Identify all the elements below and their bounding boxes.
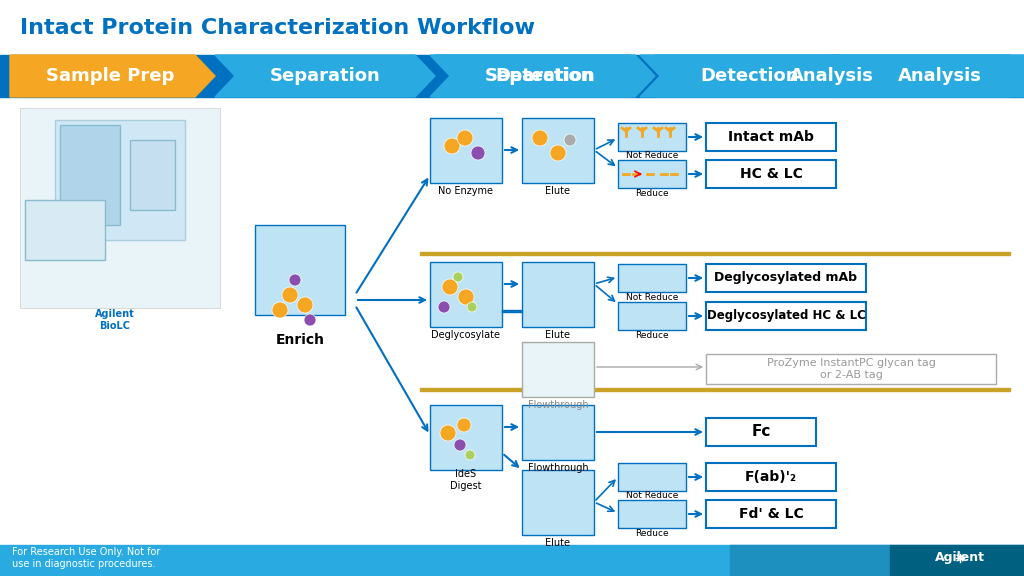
- Text: Deglycosylate: Deglycosylate: [431, 330, 501, 340]
- Bar: [0, 55, 1024, 97]
- Bar: [730, 545, 890, 576]
- Bar: [420, 388, 1010, 391]
- Text: Enrich: Enrich: [275, 333, 325, 347]
- Bar: [706, 264, 866, 292]
- Bar: [706, 354, 996, 384]
- Text: Not Reduce: Not Reduce: [626, 151, 678, 161]
- Text: Reduce: Reduce: [635, 188, 669, 198]
- Circle shape: [454, 439, 466, 451]
- Bar: [430, 262, 502, 327]
- Text: Reduce: Reduce: [635, 529, 669, 537]
- Bar: [430, 118, 502, 183]
- Text: F(ab)'₂: F(ab)'₂: [745, 470, 797, 484]
- Circle shape: [457, 130, 473, 146]
- Circle shape: [457, 418, 471, 432]
- Text: Reduce: Reduce: [635, 331, 669, 339]
- Bar: [618, 463, 686, 491]
- Circle shape: [444, 138, 460, 154]
- Text: Analysis: Analysis: [898, 67, 982, 85]
- Polygon shape: [430, 55, 650, 97]
- Polygon shape: [10, 55, 215, 97]
- Text: Not Reduce: Not Reduce: [626, 293, 678, 301]
- Text: Analysis: Analysis: [791, 67, 873, 85]
- Polygon shape: [640, 55, 860, 97]
- Bar: [890, 545, 1024, 576]
- Circle shape: [282, 287, 298, 303]
- Text: Deglycosylated HC & LC: Deglycosylated HC & LC: [707, 309, 865, 323]
- Polygon shape: [435, 55, 655, 97]
- Bar: [706, 500, 836, 528]
- Circle shape: [442, 279, 458, 295]
- Bar: [618, 500, 686, 528]
- Bar: [25, 200, 105, 260]
- Circle shape: [440, 425, 456, 441]
- Text: Sample Prep: Sample Prep: [46, 67, 174, 85]
- Bar: [522, 342, 594, 397]
- Text: Intact mAb: Intact mAb: [728, 130, 814, 144]
- Circle shape: [467, 302, 477, 312]
- Circle shape: [465, 450, 475, 460]
- Bar: [618, 264, 686, 292]
- Bar: [706, 123, 836, 151]
- Bar: [255, 225, 345, 315]
- Circle shape: [471, 146, 485, 160]
- Bar: [130, 140, 175, 210]
- Polygon shape: [215, 55, 435, 97]
- Text: Elute: Elute: [546, 538, 570, 548]
- Text: Separation: Separation: [269, 67, 380, 85]
- Bar: [618, 302, 686, 330]
- Polygon shape: [830, 55, 1024, 97]
- Text: IdeS
Digest: IdeS Digest: [451, 469, 481, 491]
- Text: Agilent
BioLC: Agilent BioLC: [95, 309, 135, 331]
- Circle shape: [438, 301, 450, 313]
- Circle shape: [289, 274, 301, 286]
- Text: Elute: Elute: [546, 186, 570, 196]
- Text: Separation: Separation: [484, 67, 595, 85]
- Bar: [0, 545, 1024, 576]
- Circle shape: [297, 297, 313, 313]
- Bar: [618, 160, 686, 188]
- Circle shape: [272, 302, 288, 318]
- Text: No Enzyme: No Enzyme: [438, 186, 494, 196]
- Circle shape: [453, 272, 463, 282]
- Text: Agilent: Agilent: [935, 551, 985, 564]
- Text: Elute: Elute: [546, 330, 570, 340]
- Bar: [618, 123, 686, 151]
- Bar: [420, 252, 1010, 255]
- Bar: [522, 405, 594, 460]
- Bar: [706, 160, 836, 188]
- Text: Flowthrough: Flowthrough: [527, 400, 589, 410]
- Text: Flowthrough: Flowthrough: [527, 463, 589, 473]
- Text: Not Reduce: Not Reduce: [626, 491, 678, 501]
- Bar: [522, 470, 594, 535]
- Bar: [502, 310, 522, 312]
- Text: ProZyme InstantPC glycan tag
or 2-AB tag: ProZyme InstantPC glycan tag or 2-AB tag: [767, 358, 936, 380]
- Text: Deglycosylated mAb: Deglycosylated mAb: [715, 271, 857, 285]
- Circle shape: [304, 314, 316, 326]
- Bar: [430, 405, 502, 470]
- Text: For Research Use Only. Not for
use in diagnostic procedures.: For Research Use Only. Not for use in di…: [12, 547, 161, 569]
- Circle shape: [564, 134, 575, 146]
- Text: Detection: Detection: [496, 67, 594, 85]
- Circle shape: [532, 130, 548, 146]
- Bar: [706, 463, 836, 491]
- Circle shape: [458, 289, 474, 305]
- Text: Detection: Detection: [700, 67, 800, 85]
- Polygon shape: [655, 55, 1010, 97]
- Bar: [20, 108, 220, 308]
- Bar: [706, 418, 816, 446]
- Text: Fd' & LC: Fd' & LC: [738, 507, 804, 521]
- Text: Fc: Fc: [752, 425, 771, 439]
- Bar: [55, 120, 185, 240]
- Bar: [60, 125, 120, 225]
- Circle shape: [550, 145, 566, 161]
- Text: Intact Protein Characterization Workflow: Intact Protein Characterization Workflow: [20, 18, 535, 38]
- Bar: [706, 302, 866, 330]
- Text: HC & LC: HC & LC: [739, 167, 803, 181]
- Bar: [522, 262, 594, 327]
- Bar: [522, 118, 594, 183]
